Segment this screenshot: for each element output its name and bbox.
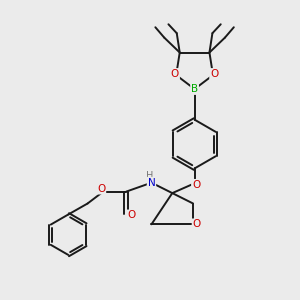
Text: B: B xyxy=(191,84,198,94)
Text: O: O xyxy=(193,219,201,229)
Text: O: O xyxy=(210,69,218,79)
Text: N: N xyxy=(148,178,155,188)
Text: O: O xyxy=(97,184,105,194)
Text: O: O xyxy=(171,69,179,79)
Text: O: O xyxy=(192,180,200,190)
Text: H: H xyxy=(146,171,153,181)
Text: O: O xyxy=(128,210,136,220)
